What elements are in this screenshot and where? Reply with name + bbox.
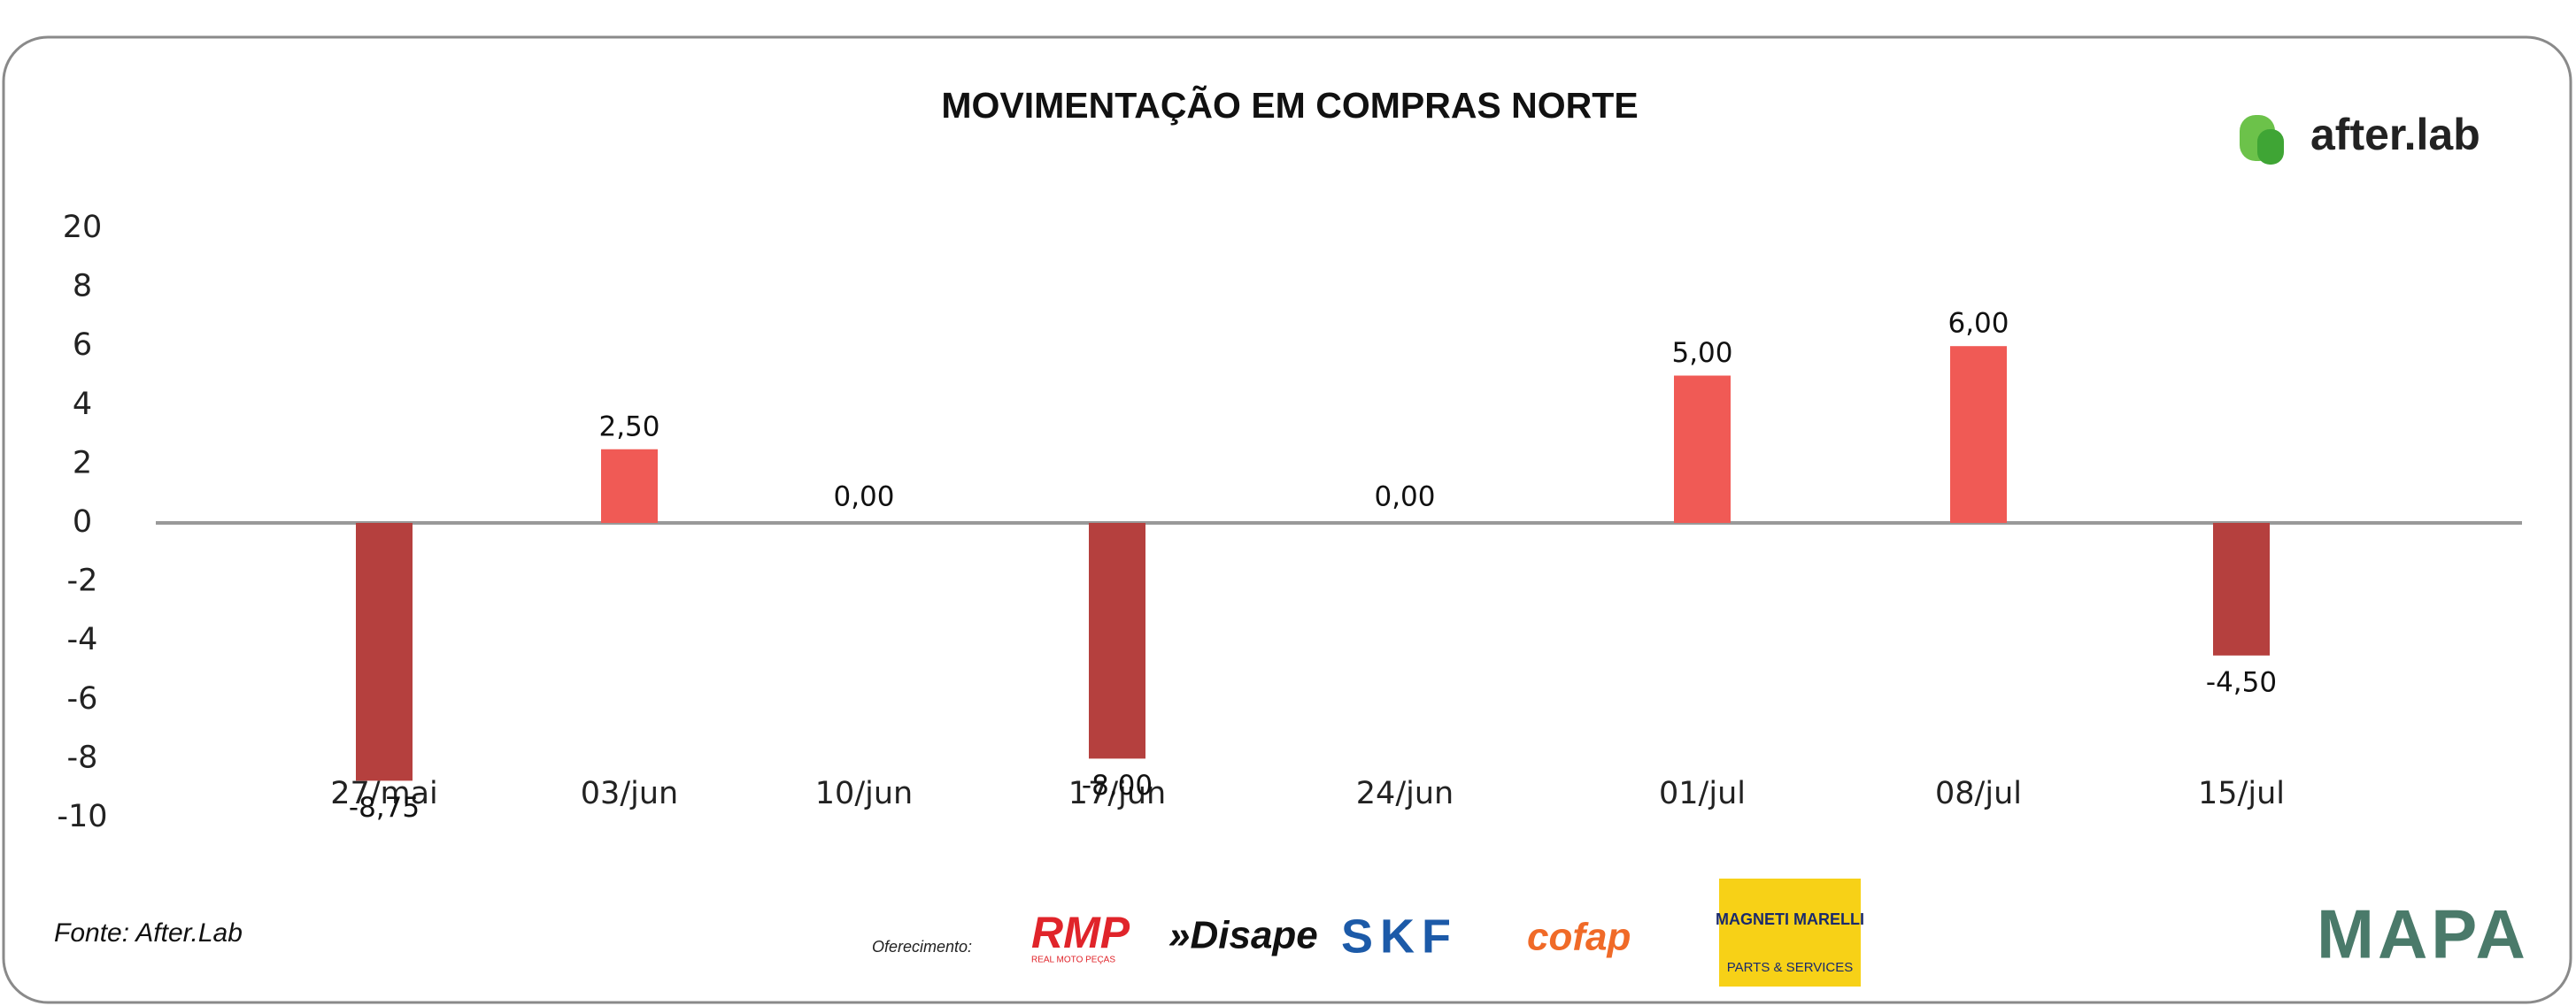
y-tick-label: 6: [73, 327, 92, 363]
sponsors: RMP REAL MOTO PEÇAS »Disape SKF cofap MA…: [1031, 879, 2529, 987]
sponsor-logo: MAGNETI MARELLI: [1716, 910, 1864, 928]
value-label: 5,00: [1671, 337, 1732, 369]
bar: [2213, 523, 2270, 656]
sponsor-logo: MAPA: [2317, 895, 2529, 973]
value-label: 0,00: [1374, 481, 1435, 513]
y-tick-label: 4: [73, 387, 92, 422]
bar: [1674, 375, 1731, 523]
sponsor-logo: »Disape: [1168, 914, 1318, 957]
x-tick-label: 17/jun: [1068, 776, 1166, 811]
y-tick-label: -2: [67, 564, 98, 599]
frame: [2, 35, 2572, 1004]
y-tick-label: -8: [67, 740, 98, 775]
brand-icon: [2257, 129, 2284, 165]
y-tick-label: -10: [57, 799, 107, 834]
value-label: -4,50: [2206, 666, 2277, 698]
x-tick-label: 24/jun: [1356, 776, 1454, 811]
value-label: 0,00: [833, 481, 894, 513]
y-tick-label: 20: [63, 210, 103, 245]
sponsor-label: Oferecimento:: [872, 938, 972, 956]
source: Fonte: After.Lab: [54, 918, 243, 948]
value-label: 6,00: [1947, 308, 2009, 340]
x-tick-label: 08/jul: [1935, 776, 2022, 811]
y-tick-label: 0: [73, 504, 92, 540]
chart-title: MOVIMENTAÇÃO EM COMPRAS NORTE: [941, 85, 1638, 126]
x-tick-label: 03/jun: [581, 776, 678, 811]
y-tick-label: -4: [67, 622, 98, 657]
sponsor-logo: SKF: [1341, 910, 1458, 963]
bar: [356, 523, 413, 781]
y-tick-label: 2: [73, 445, 92, 480]
brand-name: after.lab: [2310, 110, 2480, 159]
bar: [1950, 346, 2007, 523]
x-tick-label: 15/jul: [2198, 776, 2285, 811]
value-label: -8,75: [349, 792, 420, 824]
value-label: 2,50: [598, 411, 659, 442]
sponsor-logo: RMP: [1031, 908, 1130, 957]
sponsor-logo: REAL MOTO PEÇAS: [1031, 956, 1115, 965]
sponsor-logo: cofap: [1527, 916, 1631, 959]
y-tick-label: -6: [67, 681, 98, 717]
sponsor-logo: PARTS & SERVICES: [1727, 960, 1854, 975]
brand-logo: after.lab: [2240, 110, 2480, 165]
bar: [601, 449, 658, 523]
x-tick-label: 01/jul: [1659, 776, 1746, 811]
y-tick-label: 8: [73, 269, 92, 304]
x-tick-label: 10/jun: [815, 776, 913, 811]
sponsor-box: [1719, 879, 1861, 987]
bar: [1089, 523, 1145, 759]
value-label: -8,00: [1082, 770, 1153, 802]
x-tick-label: 27/mai: [330, 776, 438, 811]
